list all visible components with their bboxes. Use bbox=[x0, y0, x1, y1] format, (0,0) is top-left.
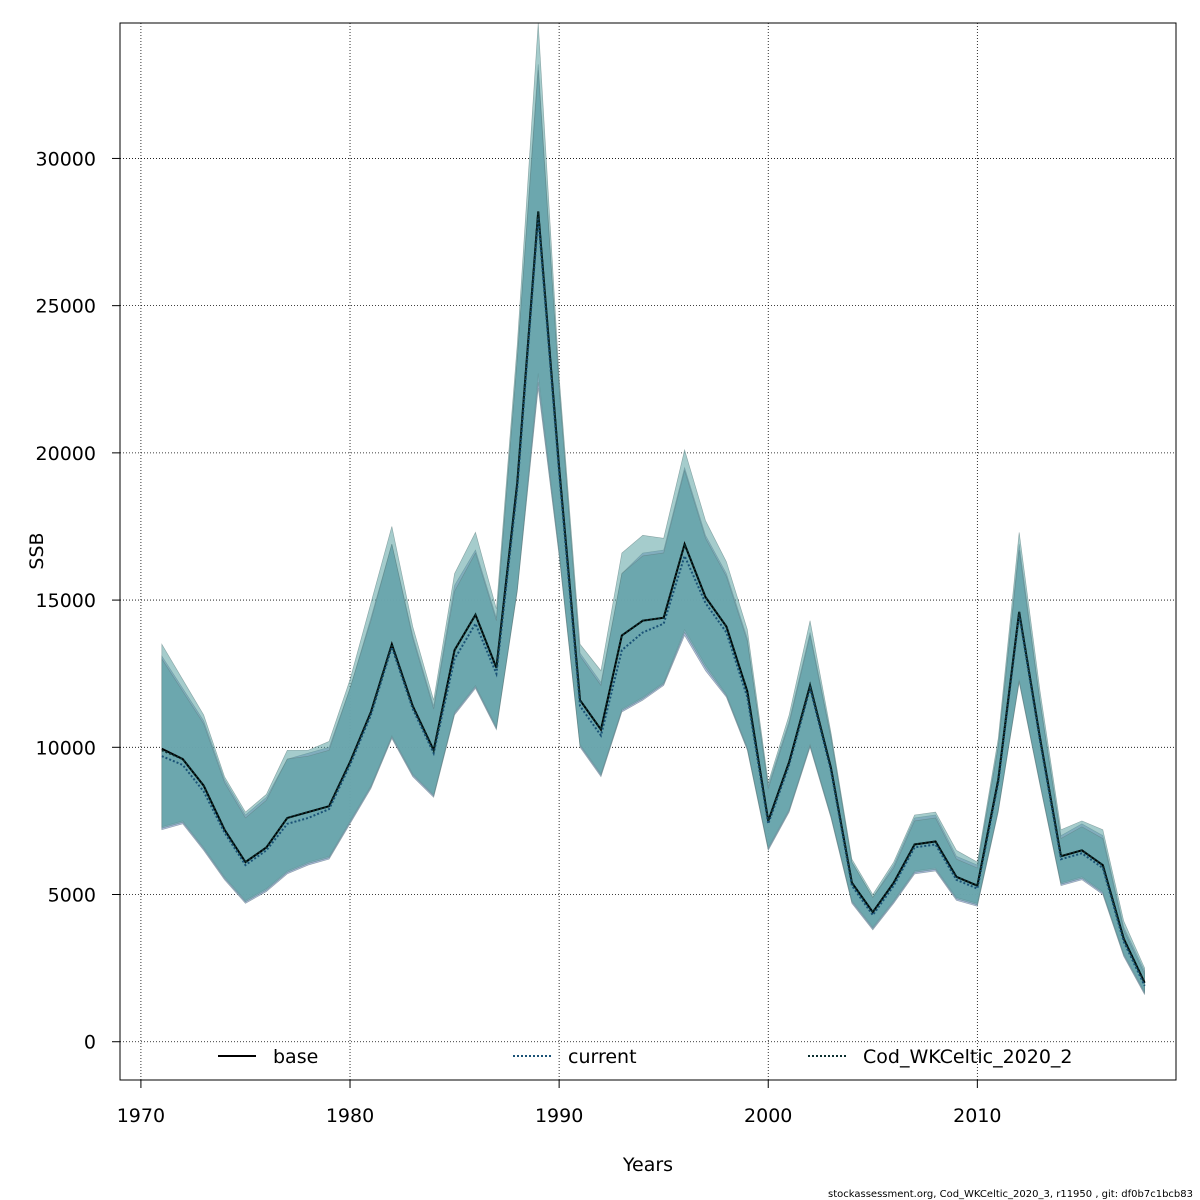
y-tick-label: 0 bbox=[84, 1032, 96, 1054]
x-tick-label: 2000 bbox=[744, 1105, 792, 1127]
y-tick-label: 20000 bbox=[36, 443, 96, 465]
series-line-Cod_WKCeltic_2020_2 bbox=[161, 211, 1146, 984]
x-axis: 1970 1980 1990 2000 2010 bbox=[117, 1079, 1002, 1127]
x-tick-label: 1990 bbox=[535, 1105, 583, 1127]
legend-label-Cod_WKCeltic_2020_2: Cod_WKCeltic_2020_2 bbox=[863, 1046, 1073, 1068]
legend-label-current: current bbox=[568, 1046, 637, 1068]
y-tick-label: 5000 bbox=[48, 885, 96, 907]
band-Cod_WKCeltic_2020_2 bbox=[161, 70, 1145, 994]
y-tick-label: 10000 bbox=[36, 737, 96, 759]
x-tick-label: 2010 bbox=[953, 1105, 1001, 1127]
legend-label-base: base bbox=[273, 1046, 318, 1068]
y-tick-label: 25000 bbox=[36, 296, 96, 318]
series-lines bbox=[161, 211, 1146, 987]
y-tick-label: 30000 bbox=[36, 148, 96, 170]
x-axis-title: Years bbox=[622, 1154, 673, 1176]
footer-text: stockassessment.org, Cod_WKCeltic_2020_3… bbox=[828, 1189, 1193, 1200]
y-axis: 0 5000 10000 15000 20000 25000 30000 bbox=[36, 148, 120, 1054]
y-axis-title: SSB bbox=[26, 532, 48, 569]
legend: base current Cod_WKCeltic_2020_2 bbox=[218, 1046, 1073, 1068]
x-tick-label: 1980 bbox=[326, 1105, 374, 1127]
confidence-bands bbox=[161, 22, 1145, 995]
x-tick-label: 1970 bbox=[117, 1105, 165, 1127]
y-tick-label: 15000 bbox=[36, 590, 96, 612]
